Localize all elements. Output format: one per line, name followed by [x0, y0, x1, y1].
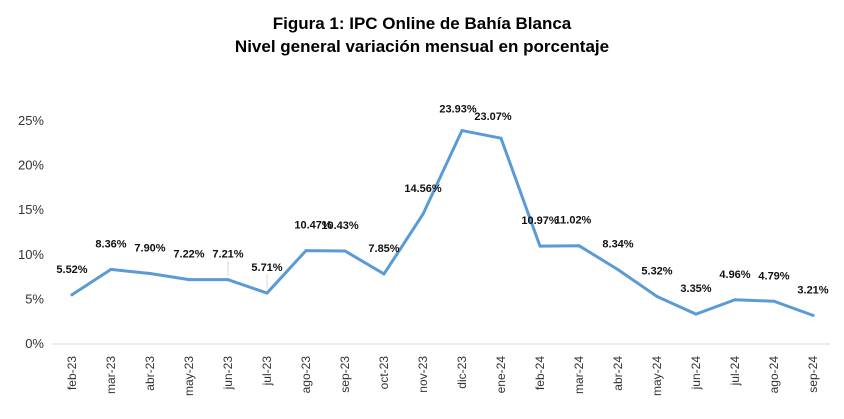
- data-label: 14.56%: [404, 183, 442, 195]
- x-tick-label: jun-24: [689, 356, 703, 391]
- x-tick-label: oct-23: [377, 356, 391, 390]
- data-point: [187, 278, 191, 282]
- data-point: [577, 244, 581, 248]
- y-tick-label: 20%: [18, 158, 44, 173]
- data-point: [499, 136, 503, 140]
- data-point: [148, 272, 152, 276]
- data-label: 4.79%: [758, 270, 789, 282]
- x-tick-label: feb-23: [65, 356, 79, 390]
- data-label: 8.34%: [602, 239, 633, 251]
- data-point: [109, 267, 113, 271]
- data-point: [655, 295, 659, 299]
- data-label: 8.36%: [95, 238, 126, 250]
- data-point: [538, 244, 542, 248]
- chart-title: Figura 1: IPC Online de Bahía Blanca: [272, 14, 572, 33]
- series-line: [70, 129, 815, 317]
- data-point: [772, 299, 776, 303]
- data-label: 7.90%: [134, 243, 165, 255]
- x-tick-label: mar-24: [572, 356, 586, 394]
- x-tick-label: feb-24: [533, 356, 547, 390]
- x-tick-label: abr-23: [143, 356, 157, 391]
- data-label: 10.97%: [521, 215, 559, 227]
- data-point: [421, 212, 425, 216]
- data-label: 7.21%: [212, 249, 243, 261]
- x-tick-label: ago-24: [767, 356, 781, 394]
- x-tick-label: ene-24: [494, 356, 508, 394]
- data-label: 23.93%: [439, 104, 477, 116]
- x-tick-label: may-23: [182, 356, 196, 396]
- data-label: 7.85%: [368, 243, 399, 255]
- data-point: [616, 268, 620, 272]
- data-point: [460, 129, 464, 133]
- x-tick-label: jul-24: [728, 356, 742, 387]
- data-label: 23.07%: [474, 111, 512, 123]
- y-tick-label: 0%: [25, 336, 44, 351]
- data-point: [382, 272, 386, 276]
- data-label: 11.02%: [555, 215, 592, 227]
- data-point: [265, 291, 269, 295]
- x-tick-label: sep-23: [338, 356, 352, 393]
- x-tick-label: jul-23: [260, 356, 274, 387]
- y-tick-label: 15%: [18, 202, 44, 217]
- data-label: 3.35%: [680, 283, 711, 295]
- data-label: 3.21%: [797, 284, 828, 296]
- data-point: [304, 249, 308, 253]
- x-tick-label: sep-24: [806, 356, 820, 393]
- data-point: [811, 313, 815, 317]
- data-point: [694, 312, 698, 316]
- data-label: 5.71%: [251, 262, 282, 274]
- data-point: [343, 249, 347, 253]
- x-tick-label: mar-23: [104, 356, 118, 394]
- data-label: 4.96%: [719, 269, 750, 281]
- data-point: [733, 298, 737, 302]
- data-point: [226, 278, 230, 282]
- x-tick-label: nov-23: [416, 356, 430, 393]
- y-tick-label: 25%: [18, 113, 44, 128]
- x-tick-label: may-24: [650, 356, 664, 396]
- data-label: 7.22%: [173, 249, 204, 261]
- data-label: 5.32%: [641, 266, 672, 278]
- data-label: 5.52%: [56, 264, 87, 276]
- x-tick-label: dic-23: [455, 356, 469, 389]
- data-label: 10.43%: [321, 220, 359, 232]
- x-tick-label: ago-23: [299, 356, 313, 394]
- x-tick-label: abr-24: [611, 356, 625, 391]
- chart-subtitle: Nivel general variación mensual en porce…: [234, 37, 610, 56]
- y-tick-label: 10%: [18, 247, 44, 262]
- y-tick-label: 5%: [25, 291, 44, 306]
- x-tick-label: jun-23: [221, 356, 235, 391]
- data-label: 10.47%: [294, 220, 332, 232]
- data-point: [70, 293, 74, 297]
